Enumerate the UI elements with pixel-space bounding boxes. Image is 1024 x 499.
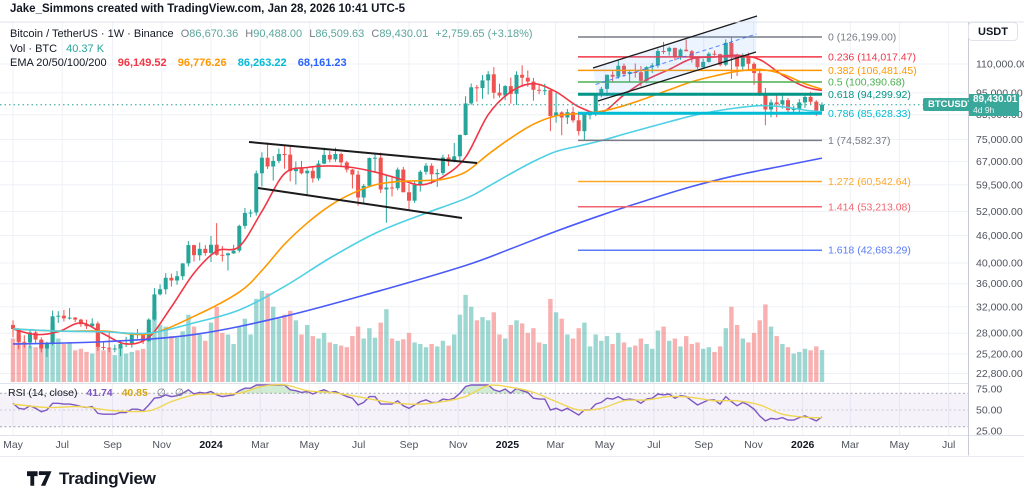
svg-text:0 (126,199.00): 0 (126,199.00)	[828, 32, 896, 44]
svg-text:22,800.00: 22,800.00	[976, 368, 1023, 380]
symbol-title[interactable]: Bitcoin / TetherUS · 1W · Binance	[10, 28, 174, 40]
svg-text:1.618 (42,683.29): 1.618 (42,683.29)	[828, 245, 911, 257]
svg-text:May: May	[300, 439, 321, 451]
svg-text:110,000.00: 110,000.00	[976, 59, 1024, 71]
svg-text:46,000.00: 46,000.00	[976, 230, 1023, 242]
svg-text:Mar: Mar	[841, 439, 860, 451]
svg-text:2026: 2026	[791, 439, 815, 451]
rsi-null-icon: ∅	[174, 387, 185, 399]
rsi-value: 41.74	[86, 387, 113, 399]
svg-text:Nov: Nov	[449, 439, 468, 451]
tradingview-logo[interactable]: TradingView	[27, 469, 156, 489]
svg-text:0.5 (100,390.68): 0.5 (100,390.68)	[828, 77, 905, 89]
svg-text:May: May	[890, 439, 911, 451]
last-price-value: 89,430.01	[973, 93, 1018, 105]
currency-toggle-button[interactable]: USDT	[968, 22, 1018, 41]
chart-watermark: Jake_Simmons created with TradingView.co…	[10, 3, 406, 15]
svg-text:2024: 2024	[199, 439, 223, 451]
svg-text:Sep: Sep	[694, 439, 713, 451]
svg-text:0.382 (106,481.45): 0.382 (106,481.45)	[828, 65, 917, 77]
tradingview-logo-text: TradingView	[59, 468, 156, 488]
svg-text:52,000.00: 52,000.00	[976, 206, 1023, 218]
ema-label[interactable]: EMA 20/50/100/200	[10, 57, 107, 69]
rsi-legend[interactable]: RSI (14, close) 41.74 40.85 ∅ ∅	[8, 387, 184, 399]
bar-countdown: 4d 9h	[973, 104, 995, 115]
svg-text:Mar: Mar	[251, 439, 270, 451]
svg-text:0.786 (85,628.33): 0.786 (85,628.33)	[828, 108, 911, 120]
svg-text:59,500.00: 59,500.00	[976, 179, 1023, 191]
svg-text:1 (74,582.37): 1 (74,582.37)	[828, 135, 890, 147]
svg-text:0.236 (114,017.47): 0.236 (114,017.47)	[828, 51, 916, 63]
ema200-value: 68,161.23	[297, 57, 347, 69]
svg-text:67,000.00: 67,000.00	[976, 156, 1023, 168]
open-label: O	[180, 28, 190, 40]
svg-text:40,000.00: 40,000.00	[976, 258, 1023, 270]
svg-text:75,000.00: 75,000.00	[976, 134, 1023, 146]
svg-text:28,000.00: 28,000.00	[976, 328, 1023, 340]
ema50-value: 96,776.26	[177, 57, 227, 69]
svg-text:25.00: 25.00	[976, 426, 1002, 438]
symbol-legend[interactable]: Bitcoin / TetherUS · 1W · Binance O86,67…	[10, 27, 533, 71]
last-price-label: 89,430.01 4d 9h	[969, 93, 1019, 116]
rsi-label: RSI (14, close)	[8, 387, 78, 399]
svg-text:1.414 (53,213.08): 1.414 (53,213.08)	[828, 201, 911, 213]
svg-text:50.00: 50.00	[976, 405, 1002, 417]
close-value: 89,430.01	[379, 28, 429, 40]
svg-text:May: May	[3, 439, 24, 451]
svg-text:36,000.00: 36,000.00	[976, 278, 1023, 290]
low-value: 86,509.63	[315, 28, 365, 40]
svg-text:Nov: Nov	[744, 439, 763, 451]
ema20-value: 96,149.52	[117, 57, 167, 69]
footer-bar: TradingView	[0, 456, 1024, 499]
low-label: L	[309, 28, 316, 40]
high-value: 90,488.00	[253, 28, 303, 40]
change-value: +2,759.65 (+3.18%)	[435, 28, 533, 40]
svg-text:Jul: Jul	[942, 439, 955, 451]
legend-ema-row: EMA 20/50/100/200 96,149.52 96,776.26 86…	[10, 56, 533, 71]
svg-text:May: May	[595, 439, 616, 451]
open-value: 86,670.36	[189, 28, 239, 40]
svg-text:Jul: Jul	[352, 439, 365, 451]
volume-label[interactable]: Vol · BTC	[10, 42, 58, 55]
svg-text:Jul: Jul	[647, 439, 660, 451]
ema100-value: 86,263.22	[237, 57, 287, 69]
svg-text:Sep: Sep	[103, 439, 122, 451]
svg-text:1.272 (60,542.64): 1.272 (60,542.64)	[828, 176, 911, 188]
legend-volume-row: Vol · BTC 40.37 K	[10, 42, 533, 57]
svg-text:Nov: Nov	[152, 439, 171, 451]
svg-text:25,200.00: 25,200.00	[976, 348, 1023, 360]
rsi-null-icon: ∅	[156, 387, 166, 399]
svg-text:Jul: Jul	[55, 439, 68, 451]
svg-text:0.618 (94,299.92): 0.618 (94,299.92)	[828, 89, 911, 101]
volume-value: 40.37 K	[66, 42, 105, 55]
tradingview-logo-icon	[27, 471, 52, 486]
close-label: C	[371, 28, 380, 40]
svg-text:Sep: Sep	[400, 439, 419, 451]
svg-text:75.00: 75.00	[976, 384, 1002, 396]
svg-text:2025: 2025	[496, 439, 520, 451]
svg-text:Mar: Mar	[546, 439, 565, 451]
high-label: H	[245, 28, 254, 40]
price-line-symbol-badge: BTCUSDT	[923, 98, 979, 112]
rsi-ma-value: 40.85	[121, 387, 148, 399]
legend-ohlc-row: Bitcoin / TetherUS · 1W · Binance O86,67…	[10, 27, 533, 42]
svg-text:32,000.00: 32,000.00	[976, 301, 1023, 313]
